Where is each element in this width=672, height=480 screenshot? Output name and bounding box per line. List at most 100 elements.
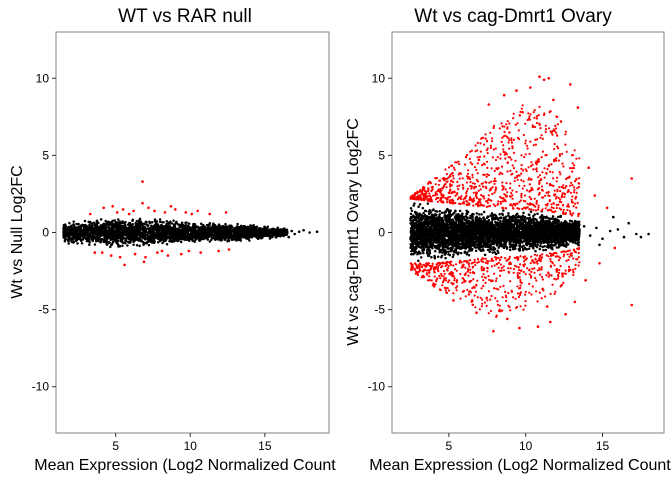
nonsig-point: [107, 224, 110, 227]
nonsig-point: [138, 235, 142, 238]
nonsig-point: [143, 232, 146, 236]
sig-point: [166, 254, 170, 257]
nonsig-point: [236, 224, 239, 228]
nonsig-point: [117, 221, 120, 224]
y-tick-label: 5: [42, 148, 49, 162]
sig-point: [190, 212, 194, 216]
sig-point: [174, 208, 177, 211]
nonsig-point: [109, 245, 112, 249]
nonsig-point: [156, 241, 160, 244]
nonsig-point: [430, 256, 433, 259]
nonsig-point: [273, 232, 277, 236]
nonsig-point: [72, 241, 75, 244]
nonsig-point: [522, 211, 525, 214]
nonsig-point: [181, 234, 185, 238]
sig-point: [141, 201, 144, 205]
nonsig-point: [78, 237, 81, 240]
nonsig-point: [149, 235, 152, 238]
nonsig-point: [147, 238, 150, 242]
nonsig-point: [127, 221, 131, 225]
nonsig-point: [82, 233, 86, 237]
nonsig-point: [293, 232, 297, 236]
nonsig-point: [186, 230, 190, 234]
nonsig-point: [101, 229, 104, 232]
nonsig-point: [196, 231, 200, 235]
nonsig-point: [134, 224, 138, 228]
sig-point: [127, 212, 131, 216]
nonsig-point: [216, 224, 220, 228]
nonsig-point: [282, 230, 285, 234]
nonsig-point: [125, 232, 129, 236]
nonsig-point: [101, 224, 105, 228]
nonsig-point: [121, 241, 124, 244]
nonsig-point: [208, 223, 211, 227]
nonsig-point: [168, 237, 172, 241]
nonsig-point: [162, 230, 166, 233]
nonsig-point: [165, 237, 168, 240]
y-tick-label: -5: [38, 303, 49, 317]
sig-point: [93, 251, 97, 254]
nonsig-point: [266, 225, 270, 229]
nonsig-point: [106, 220, 110, 223]
nonsig-point: [482, 216, 485, 219]
nonsig-point: [276, 232, 280, 235]
nonsig-point: [248, 239, 251, 242]
sig-point: [184, 211, 188, 214]
nonsig-point: [124, 237, 127, 240]
nonsig-point: [147, 228, 151, 231]
sig-point: [121, 208, 125, 211]
nonsig-point: [315, 230, 319, 233]
nonsig-point: [152, 233, 156, 236]
nonsig-point: [218, 234, 221, 238]
nonsig-point: [206, 237, 209, 241]
nonsig-point: [202, 232, 206, 236]
nonsig-point: [209, 226, 212, 230]
nonsig-point: [227, 230, 230, 233]
nonsig-point: [69, 234, 72, 237]
nonsig-point: [94, 230, 97, 233]
nonsig-point: [235, 238, 238, 241]
nonsig-point: [180, 224, 183, 227]
nonsig-point: [427, 254, 431, 258]
nonsig-point: [173, 233, 177, 237]
nonsig-point: [284, 233, 287, 236]
nonsig-point: [170, 230, 174, 234]
nonsig-point: [234, 233, 237, 236]
nonsig-point: [224, 230, 227, 234]
nonsig-point: [67, 242, 70, 245]
nonsig-point: [150, 230, 154, 234]
nonsig-point: [179, 228, 183, 232]
nonsig-point: [444, 256, 447, 260]
nonsig-point: [536, 212, 539, 215]
nonsig-point: [207, 233, 211, 237]
sig-point: [224, 211, 228, 214]
nonsig-point: [154, 226, 157, 229]
nonsig-point: [70, 237, 73, 240]
nonsig-point: [88, 236, 91, 240]
nonsig-point: [89, 227, 93, 231]
sig-point: [147, 206, 150, 210]
nonsig-point: [78, 229, 81, 233]
nonsig-point: [140, 227, 143, 231]
nonsig-point: [409, 207, 413, 210]
nonsig-point: [119, 233, 122, 236]
nonsig-point: [190, 237, 194, 240]
nonsig-point: [467, 254, 471, 257]
nonsig-point: [220, 231, 224, 235]
nonsig-point: [231, 236, 235, 239]
nonsig-point: [75, 222, 78, 226]
nonsig-point: [162, 239, 166, 243]
nonsig-point: [261, 230, 265, 233]
nonsig-point: [228, 236, 231, 240]
nonsig-point: [171, 240, 175, 243]
nonsig-point: [95, 220, 99, 223]
nonsig-point: [111, 236, 115, 239]
sig-point: [180, 252, 183, 256]
nonsig-point: [116, 218, 120, 221]
nonsig-point: [63, 227, 67, 231]
nonsig-point: [254, 226, 257, 229]
nonsig-point: [136, 231, 140, 234]
nonsig-point: [194, 225, 197, 229]
nonsig-point: [419, 256, 423, 259]
